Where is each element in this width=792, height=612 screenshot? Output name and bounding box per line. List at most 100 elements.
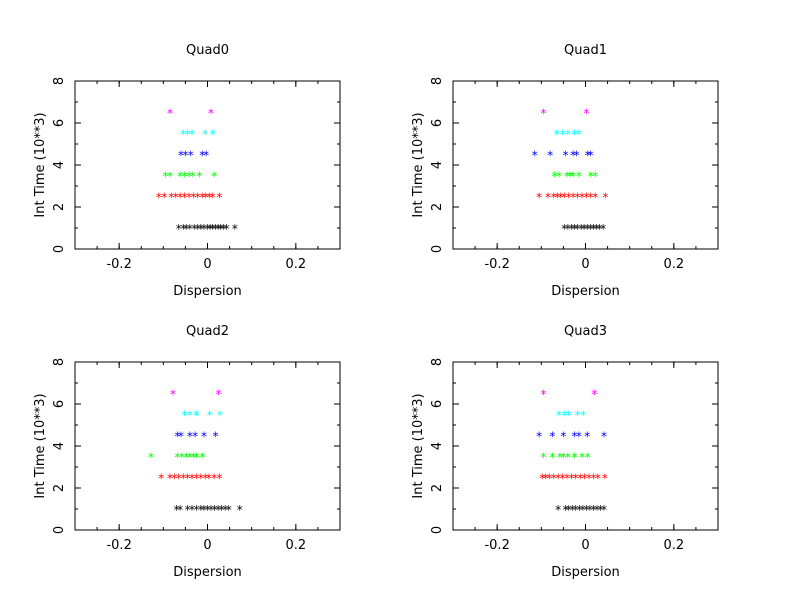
data-point: * <box>547 149 553 163</box>
data-point: * <box>191 222 197 236</box>
series-2: ******** <box>148 451 205 465</box>
data-point: * <box>575 222 581 236</box>
data-point: * <box>211 472 217 486</box>
data-point: * <box>584 222 590 236</box>
data-point: * <box>595 472 601 486</box>
data-point: * <box>174 451 180 465</box>
data-point: * <box>590 222 596 236</box>
data-point: * <box>177 170 183 184</box>
data-point: * <box>554 128 560 142</box>
data-point: * <box>577 472 583 486</box>
data-point: * <box>167 170 173 184</box>
data-point: * <box>583 107 589 121</box>
panel-quad3: Quad3 -0.2 0 0.2 0 2 4 6 8 Dispersion Int Time (10… <box>411 324 719 580</box>
data-point: * <box>543 472 549 486</box>
data-point: * <box>212 430 218 444</box>
data-point: * <box>186 170 192 184</box>
data-point: * <box>565 222 571 236</box>
data-point: * <box>188 149 194 163</box>
series-0: ** ************ * <box>174 503 243 517</box>
data-point: * <box>187 409 193 423</box>
data-point: * <box>575 191 581 205</box>
y-tick-label: 8 <box>430 77 445 85</box>
x-tick-label: -0.2 <box>484 538 509 553</box>
data-point: * <box>178 149 184 163</box>
series-4: ***** <box>182 409 223 423</box>
y-tick-label: 0 <box>52 245 67 253</box>
data-point: * <box>180 128 186 142</box>
data-point: * <box>177 503 183 517</box>
y-tick-label: 8 <box>430 358 445 366</box>
x-tick-label: 0 <box>581 538 589 553</box>
y-tick-label: 2 <box>430 203 445 211</box>
data-point: * <box>590 503 596 517</box>
y-tick-label: 4 <box>52 442 67 450</box>
data-point: * <box>177 191 183 205</box>
data-point: * <box>539 472 545 486</box>
data-point: * <box>201 503 207 517</box>
data-point: * <box>567 170 573 184</box>
data-point: * <box>192 430 198 444</box>
data-point: * <box>193 451 199 465</box>
data-point: * <box>201 430 207 444</box>
data-point: * <box>571 222 577 236</box>
data-point: * <box>163 170 169 184</box>
data-point: * <box>555 503 561 517</box>
data-point: * <box>190 170 196 184</box>
data-point: * <box>574 149 580 163</box>
y-tick-label: 0 <box>430 245 445 253</box>
data-point: * <box>207 222 213 236</box>
data-point: * <box>576 430 582 444</box>
data-point: * <box>590 472 596 486</box>
series-5: * * <box>541 388 598 402</box>
series-4: ***** <box>554 128 582 142</box>
data-point: * <box>167 107 173 121</box>
data-point: * <box>197 170 203 184</box>
data-point: * <box>545 191 551 205</box>
data-point: * <box>541 451 547 465</box>
data-point: * <box>202 472 208 486</box>
data-point: * <box>167 472 173 486</box>
data-point: * <box>180 222 186 236</box>
data-point: * <box>579 191 585 205</box>
data-point: * <box>207 409 213 423</box>
data-point: * <box>210 128 216 142</box>
data-point: * <box>210 222 216 236</box>
data-point: * <box>212 222 218 236</box>
data-point: * <box>566 191 572 205</box>
data-point: * <box>168 191 174 205</box>
data-point: * <box>208 503 214 517</box>
series-3: ** * * * * <box>174 430 218 444</box>
chart-title: Quad2 <box>186 324 229 339</box>
data-point: * <box>594 222 600 236</box>
data-point: * <box>173 191 179 205</box>
data-point: * <box>232 222 238 236</box>
x-tick-label: 0.2 <box>285 538 306 553</box>
x-tick-label: 0.2 <box>285 257 306 272</box>
data-point: * <box>179 451 185 465</box>
x-tick-label: -0.2 <box>106 538 131 553</box>
chart-title: Quad3 <box>564 324 607 339</box>
data-point: * <box>585 149 591 163</box>
series-2: ******** <box>552 170 599 184</box>
data-point: * <box>148 451 154 465</box>
data-point: * <box>215 503 221 517</box>
data-point: * <box>555 472 561 486</box>
data-point: * <box>561 409 567 423</box>
series-0: **************** * <box>176 222 238 236</box>
data-point: * <box>189 472 195 486</box>
data-point: * <box>579 451 585 465</box>
data-point: * <box>193 503 199 517</box>
data-point: * <box>557 451 563 465</box>
x-tick-label: 0 <box>581 257 589 272</box>
data-point: * <box>602 191 608 205</box>
data-point: * <box>566 409 572 423</box>
series-0: ************* <box>555 503 607 517</box>
data-point: * <box>190 451 196 465</box>
data-point: * <box>551 191 557 205</box>
data-point: * <box>570 149 576 163</box>
data-point: * <box>568 222 574 236</box>
data-point: * <box>600 222 606 236</box>
data-point: * <box>187 451 193 465</box>
